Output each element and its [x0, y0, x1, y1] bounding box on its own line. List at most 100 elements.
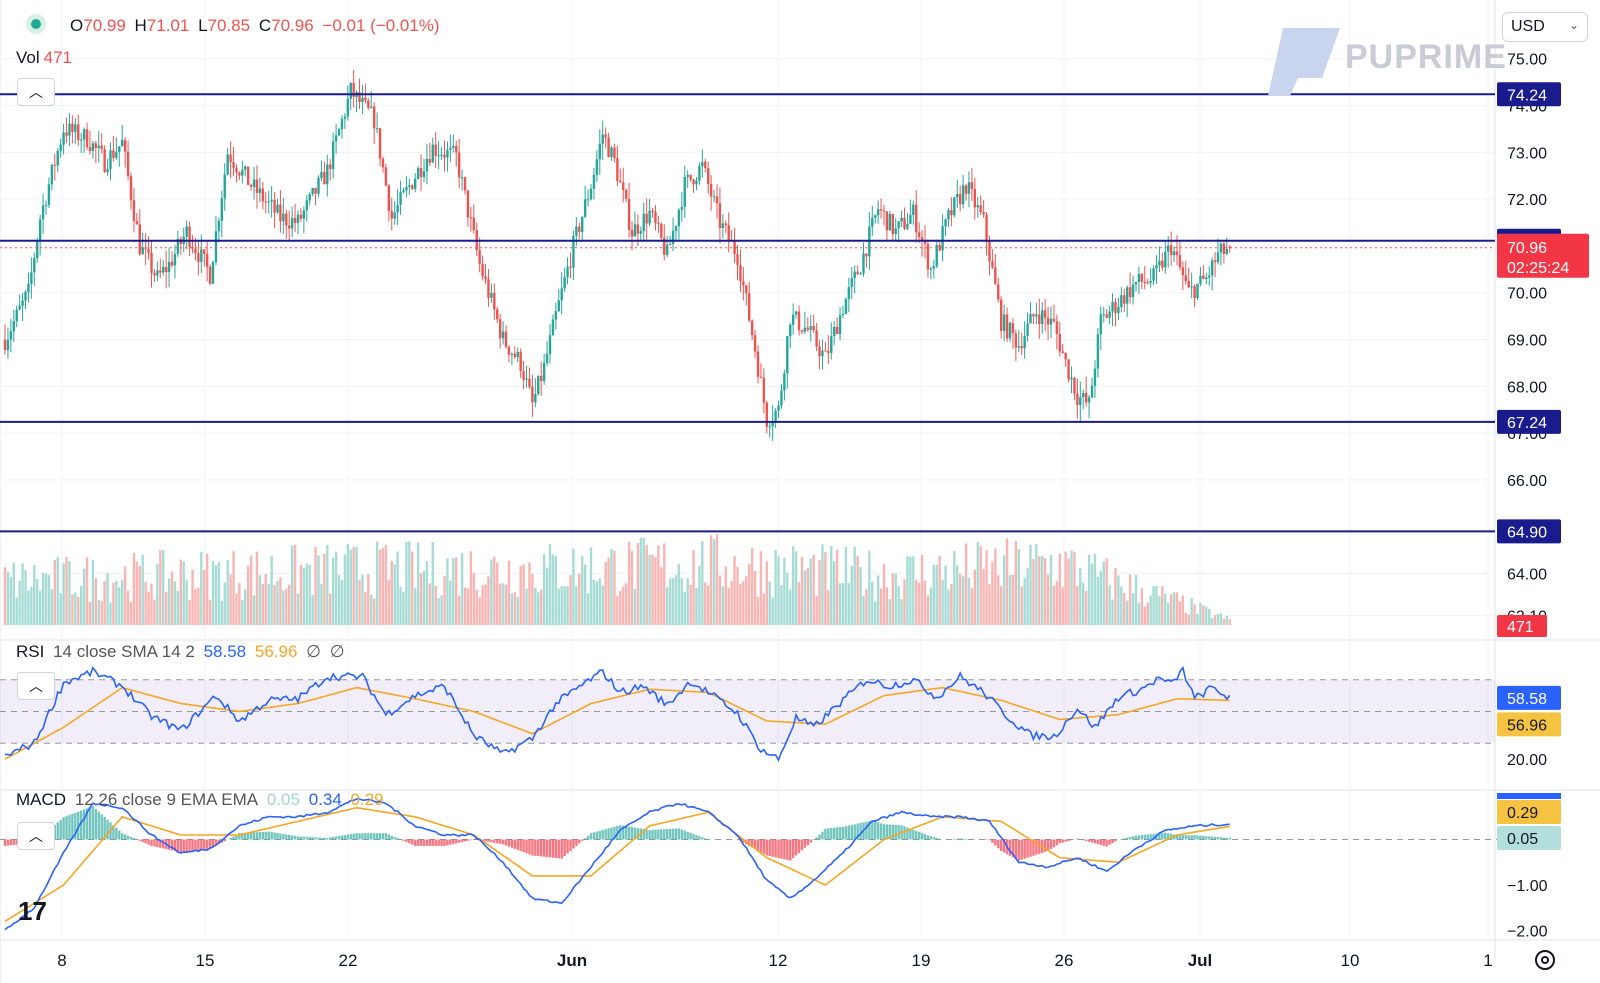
collapse-main-icon[interactable]: ︿ [17, 78, 55, 106]
volume-bar [627, 541, 631, 625]
volume-bar [226, 560, 229, 625]
volume-bar [572, 548, 575, 625]
volume-bar [65, 556, 68, 625]
candle-body [759, 376, 763, 378]
macd-hist-bar [613, 826, 616, 840]
candle-body [238, 172, 241, 176]
chevron-down-icon: ⌄ [1568, 18, 1579, 32]
volume-bar [1161, 586, 1164, 625]
volume-bar [709, 535, 713, 625]
candle-body [906, 223, 909, 229]
volume-bar [850, 565, 853, 625]
macd-hist-bar [1011, 839, 1015, 858]
volume-bar [282, 590, 285, 625]
candle-body [384, 167, 388, 186]
candle-body [399, 192, 402, 205]
volume-bar [630, 551, 634, 625]
candle-body [832, 326, 836, 337]
candle-body [917, 232, 921, 238]
candle-body [223, 174, 226, 199]
candle-body [765, 402, 768, 427]
candle-body [923, 240, 927, 244]
volume-bar [340, 580, 344, 625]
candle-body [375, 128, 379, 130]
volume-bar [79, 585, 83, 625]
macd-hist-bar [856, 823, 859, 840]
collapse-rsi-icon[interactable]: ︿ [17, 672, 55, 700]
volume-bar [440, 595, 443, 625]
volume-bar [994, 548, 997, 625]
candle-body [428, 159, 432, 163]
macd-hist-bar [1070, 839, 1073, 841]
macd-hist-bar [1020, 839, 1023, 860]
candle-body [879, 209, 883, 211]
volume-bar [935, 564, 938, 625]
volume-bar [1216, 614, 1220, 625]
volume-bar [1164, 593, 1167, 625]
candle-body [493, 292, 496, 310]
candle-body [847, 287, 851, 300]
volume-bar [756, 596, 760, 625]
volume-bar [1073, 551, 1076, 625]
candle-body [534, 393, 537, 403]
volume-bar [460, 553, 464, 625]
volume-bar [768, 581, 771, 625]
candle-body [425, 159, 429, 172]
volume-bar [976, 542, 979, 625]
volume-bar [33, 565, 36, 625]
volume-bar [179, 559, 182, 625]
volume-bar [349, 549, 352, 625]
volume-bar [979, 546, 982, 625]
candle-body [419, 168, 423, 177]
candle-body [1155, 265, 1158, 269]
candle-body [589, 188, 593, 200]
volume-bar [686, 578, 689, 625]
candle-body [663, 237, 666, 255]
volume-bar [961, 576, 965, 625]
macd-hist-bar [1199, 835, 1202, 840]
countdown-label: 02:25:24 [1507, 260, 1569, 277]
candle-body [1011, 322, 1015, 334]
currency-select[interactable]: USD ⌄ [1502, 12, 1588, 42]
candle-body [689, 174, 692, 180]
macd-hist-bar [750, 839, 754, 848]
macd-hist-bar [519, 839, 522, 851]
candle-body [674, 226, 678, 231]
macd-hist-bar [539, 839, 543, 857]
candle-body [276, 204, 279, 213]
volume-bar [762, 593, 766, 625]
candle-body [797, 311, 801, 331]
volume-bar [323, 553, 326, 625]
open-value: 70.99 [83, 16, 126, 35]
volume-bar [551, 554, 555, 625]
candle-body [460, 177, 464, 179]
candle-body [1187, 280, 1190, 288]
candle-body [302, 210, 306, 219]
volume-bar [967, 577, 971, 625]
macd-hist-bar [425, 839, 429, 846]
volume-bar [797, 581, 801, 625]
candle-body [59, 144, 62, 151]
macd-hist-bar [665, 829, 669, 840]
candle-body [1067, 359, 1070, 380]
macd-hist-bar [132, 838, 136, 840]
macd-hist-bar [627, 826, 631, 840]
macd-hist-bar [205, 839, 209, 850]
volume-bar [1196, 613, 1199, 625]
candle-body [721, 223, 725, 229]
collapse-macd-icon[interactable]: ︿ [17, 822, 55, 850]
volume-bar [1043, 558, 1047, 625]
settings-gear-icon[interactable] [1535, 950, 1555, 970]
candle-body [79, 139, 83, 141]
macd-hist-bar [194, 839, 197, 851]
candle-body [208, 266, 212, 284]
candle-body [1140, 273, 1144, 282]
macd-hist-bar [513, 839, 517, 849]
candle-body [367, 100, 370, 108]
candle-body [1070, 377, 1073, 380]
candle-body [469, 217, 473, 219]
candle-body [267, 201, 270, 203]
candle-body [874, 215, 877, 218]
macd-hist-bar [97, 811, 100, 840]
